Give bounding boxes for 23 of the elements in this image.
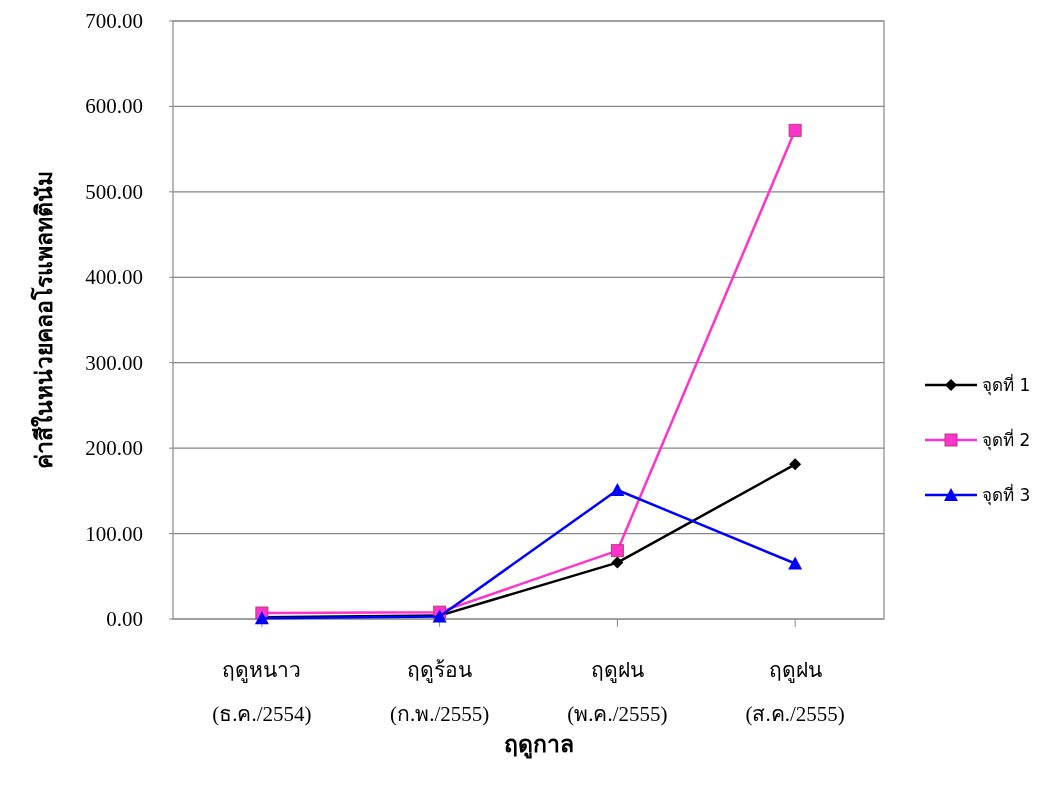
legend-label: จุดที่ 2 <box>982 428 1031 451</box>
y-tick-label: 600.00 <box>85 94 143 119</box>
point <box>788 556 803 570</box>
legend-label: จุดที่ 3 <box>982 483 1031 506</box>
x-tick-label: ฤดูฝน (พ.ค./2555) <box>567 658 668 726</box>
y-tick-label: 100.00 <box>85 521 143 546</box>
point <box>610 544 624 558</box>
y-tick-label: 200.00 <box>85 436 143 461</box>
y-tick-label: 500.00 <box>85 179 143 204</box>
x-tick-label: ฤดูหนาว (ธ.ค./2554) <box>212 658 312 726</box>
y-tick-label: 400.00 <box>85 265 143 290</box>
point <box>611 556 624 569</box>
x-axis-title: ฤดูกาล <box>503 732 574 759</box>
y-axis-title: ค่าสีในหน่วยคลอโรแพลทตินัม <box>30 171 57 469</box>
legend-label: จุดที่ 1 <box>982 373 1031 396</box>
point <box>610 483 625 496</box>
y-tick-label: 700.00 <box>85 9 143 33</box>
y-tick-label: 300.00 <box>85 350 143 375</box>
y-tick-label: 0.00 <box>106 607 143 631</box>
point <box>788 123 802 137</box>
x-tick-label: ฤดูฝน (ส.ค./2555) <box>745 658 845 726</box>
point <box>789 458 802 471</box>
x-tick-label: ฤดูร้อน (ก.พ./2555) <box>389 658 490 726</box>
